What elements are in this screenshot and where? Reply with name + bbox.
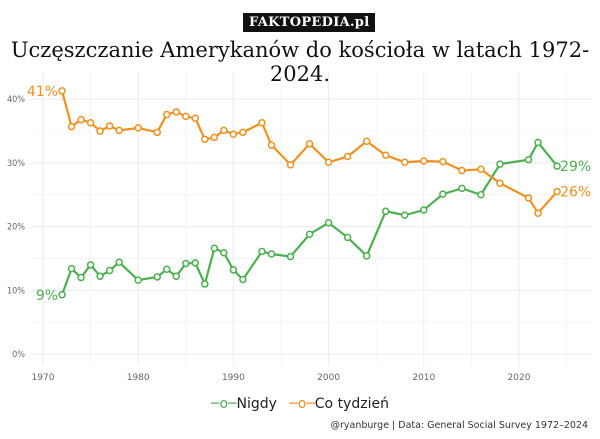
data-point: [58, 87, 66, 95]
data-point: [401, 211, 409, 219]
data-point: [229, 130, 238, 138]
data-point: [258, 119, 266, 127]
data-point: [67, 122, 76, 131]
data-point: [362, 137, 371, 145]
end-label: 26%: [560, 185, 591, 201]
data-point: [362, 252, 371, 260]
data-point: [172, 272, 181, 281]
data-point: [524, 194, 533, 202]
data-point: [182, 259, 190, 268]
data-point: [239, 128, 247, 137]
x-tick-label: 1980: [127, 373, 150, 383]
data-point: [524, 155, 533, 164]
data-point: [267, 250, 276, 258]
data-point: [324, 158, 333, 167]
data-point: [324, 219, 333, 227]
x-tick-label: 1970: [32, 373, 55, 383]
start-label: 41%: [27, 84, 58, 100]
data-point: [134, 276, 142, 284]
data-point: [191, 259, 200, 267]
data-point: [220, 126, 228, 135]
data-point: [534, 138, 542, 147]
chart-title: Uczęszczanie Amerykanów do kościoła w la…: [10, 38, 590, 86]
data-point: [58, 291, 66, 299]
data-point: [134, 124, 142, 132]
data-point: [458, 166, 466, 175]
data-point: [77, 273, 85, 282]
data-point: [381, 207, 390, 216]
data-point: [96, 272, 104, 281]
data-point: [381, 151, 390, 160]
data-point: [182, 112, 190, 121]
data-point: [163, 265, 171, 274]
data-point: [201, 135, 209, 144]
data-point: [343, 152, 352, 161]
data-point: [496, 160, 504, 168]
data-point: [267, 141, 276, 149]
data-point: [343, 233, 352, 242]
data-point: [77, 115, 85, 124]
data-point: [105, 266, 114, 275]
data-point: [220, 248, 228, 257]
legend: ─o─Nigdy ─o─Co tydzień: [0, 396, 600, 412]
x-tick-label: 2010: [412, 373, 435, 383]
data-point: [210, 244, 219, 253]
data-point: [496, 179, 504, 188]
data-point: [201, 280, 209, 288]
x-tick-label: 2000: [317, 373, 340, 383]
data-point: [553, 162, 561, 170]
x-tick-label: 2020: [508, 373, 531, 383]
watermark-logo: FAKTOPEDIA.pl: [243, 13, 376, 32]
data-point: [553, 187, 561, 196]
data-point: [477, 191, 485, 199]
legend-item-nigdy: ─o─Nigdy: [211, 396, 277, 412]
start-label: 9%: [36, 288, 58, 304]
data-point: [439, 190, 447, 198]
data-point: [153, 273, 161, 281]
data-point: [172, 108, 181, 116]
data-point: [420, 157, 428, 165]
data-point: [420, 206, 428, 214]
data-point: [439, 157, 447, 166]
y-tick-label: 40%: [7, 95, 25, 105]
x-tick-label: 1990: [222, 373, 245, 383]
data-point: [96, 127, 104, 135]
data-point: [210, 133, 219, 142]
y-tick-label: 0%: [12, 350, 25, 360]
data-point: [401, 158, 409, 167]
source-caption: @ryanburge | Data: General Social Survey…: [330, 420, 589, 431]
data-point: [534, 209, 542, 217]
legend-label: Co tydzień: [314, 396, 389, 412]
data-point: [477, 165, 485, 174]
data-point: [286, 161, 295, 169]
legend-label: Nigdy: [236, 396, 277, 412]
data-point: [86, 261, 95, 269]
legend-item-co-tydzien: ─o─Co tydzień: [289, 396, 389, 412]
data-point: [229, 266, 238, 274]
data-point: [86, 119, 95, 127]
data-point: [115, 258, 123, 267]
data-point: [239, 275, 247, 284]
data-point: [305, 230, 314, 238]
data-point: [458, 184, 466, 193]
data-point: [305, 140, 314, 148]
data-point: [258, 247, 266, 256]
y-tick-label: 20%: [7, 223, 25, 233]
data-point: [153, 128, 161, 137]
end-label: 29%: [560, 159, 591, 175]
data-point: [286, 252, 295, 261]
series-line-0: [61, 140, 558, 296]
data-point: [105, 122, 114, 130]
data-point: [163, 110, 171, 119]
data-point: [67, 264, 76, 273]
data-point: [191, 114, 200, 123]
y-tick-label: 30%: [7, 159, 25, 169]
data-point: [115, 126, 123, 135]
y-tick-label: 10%: [7, 286, 25, 296]
